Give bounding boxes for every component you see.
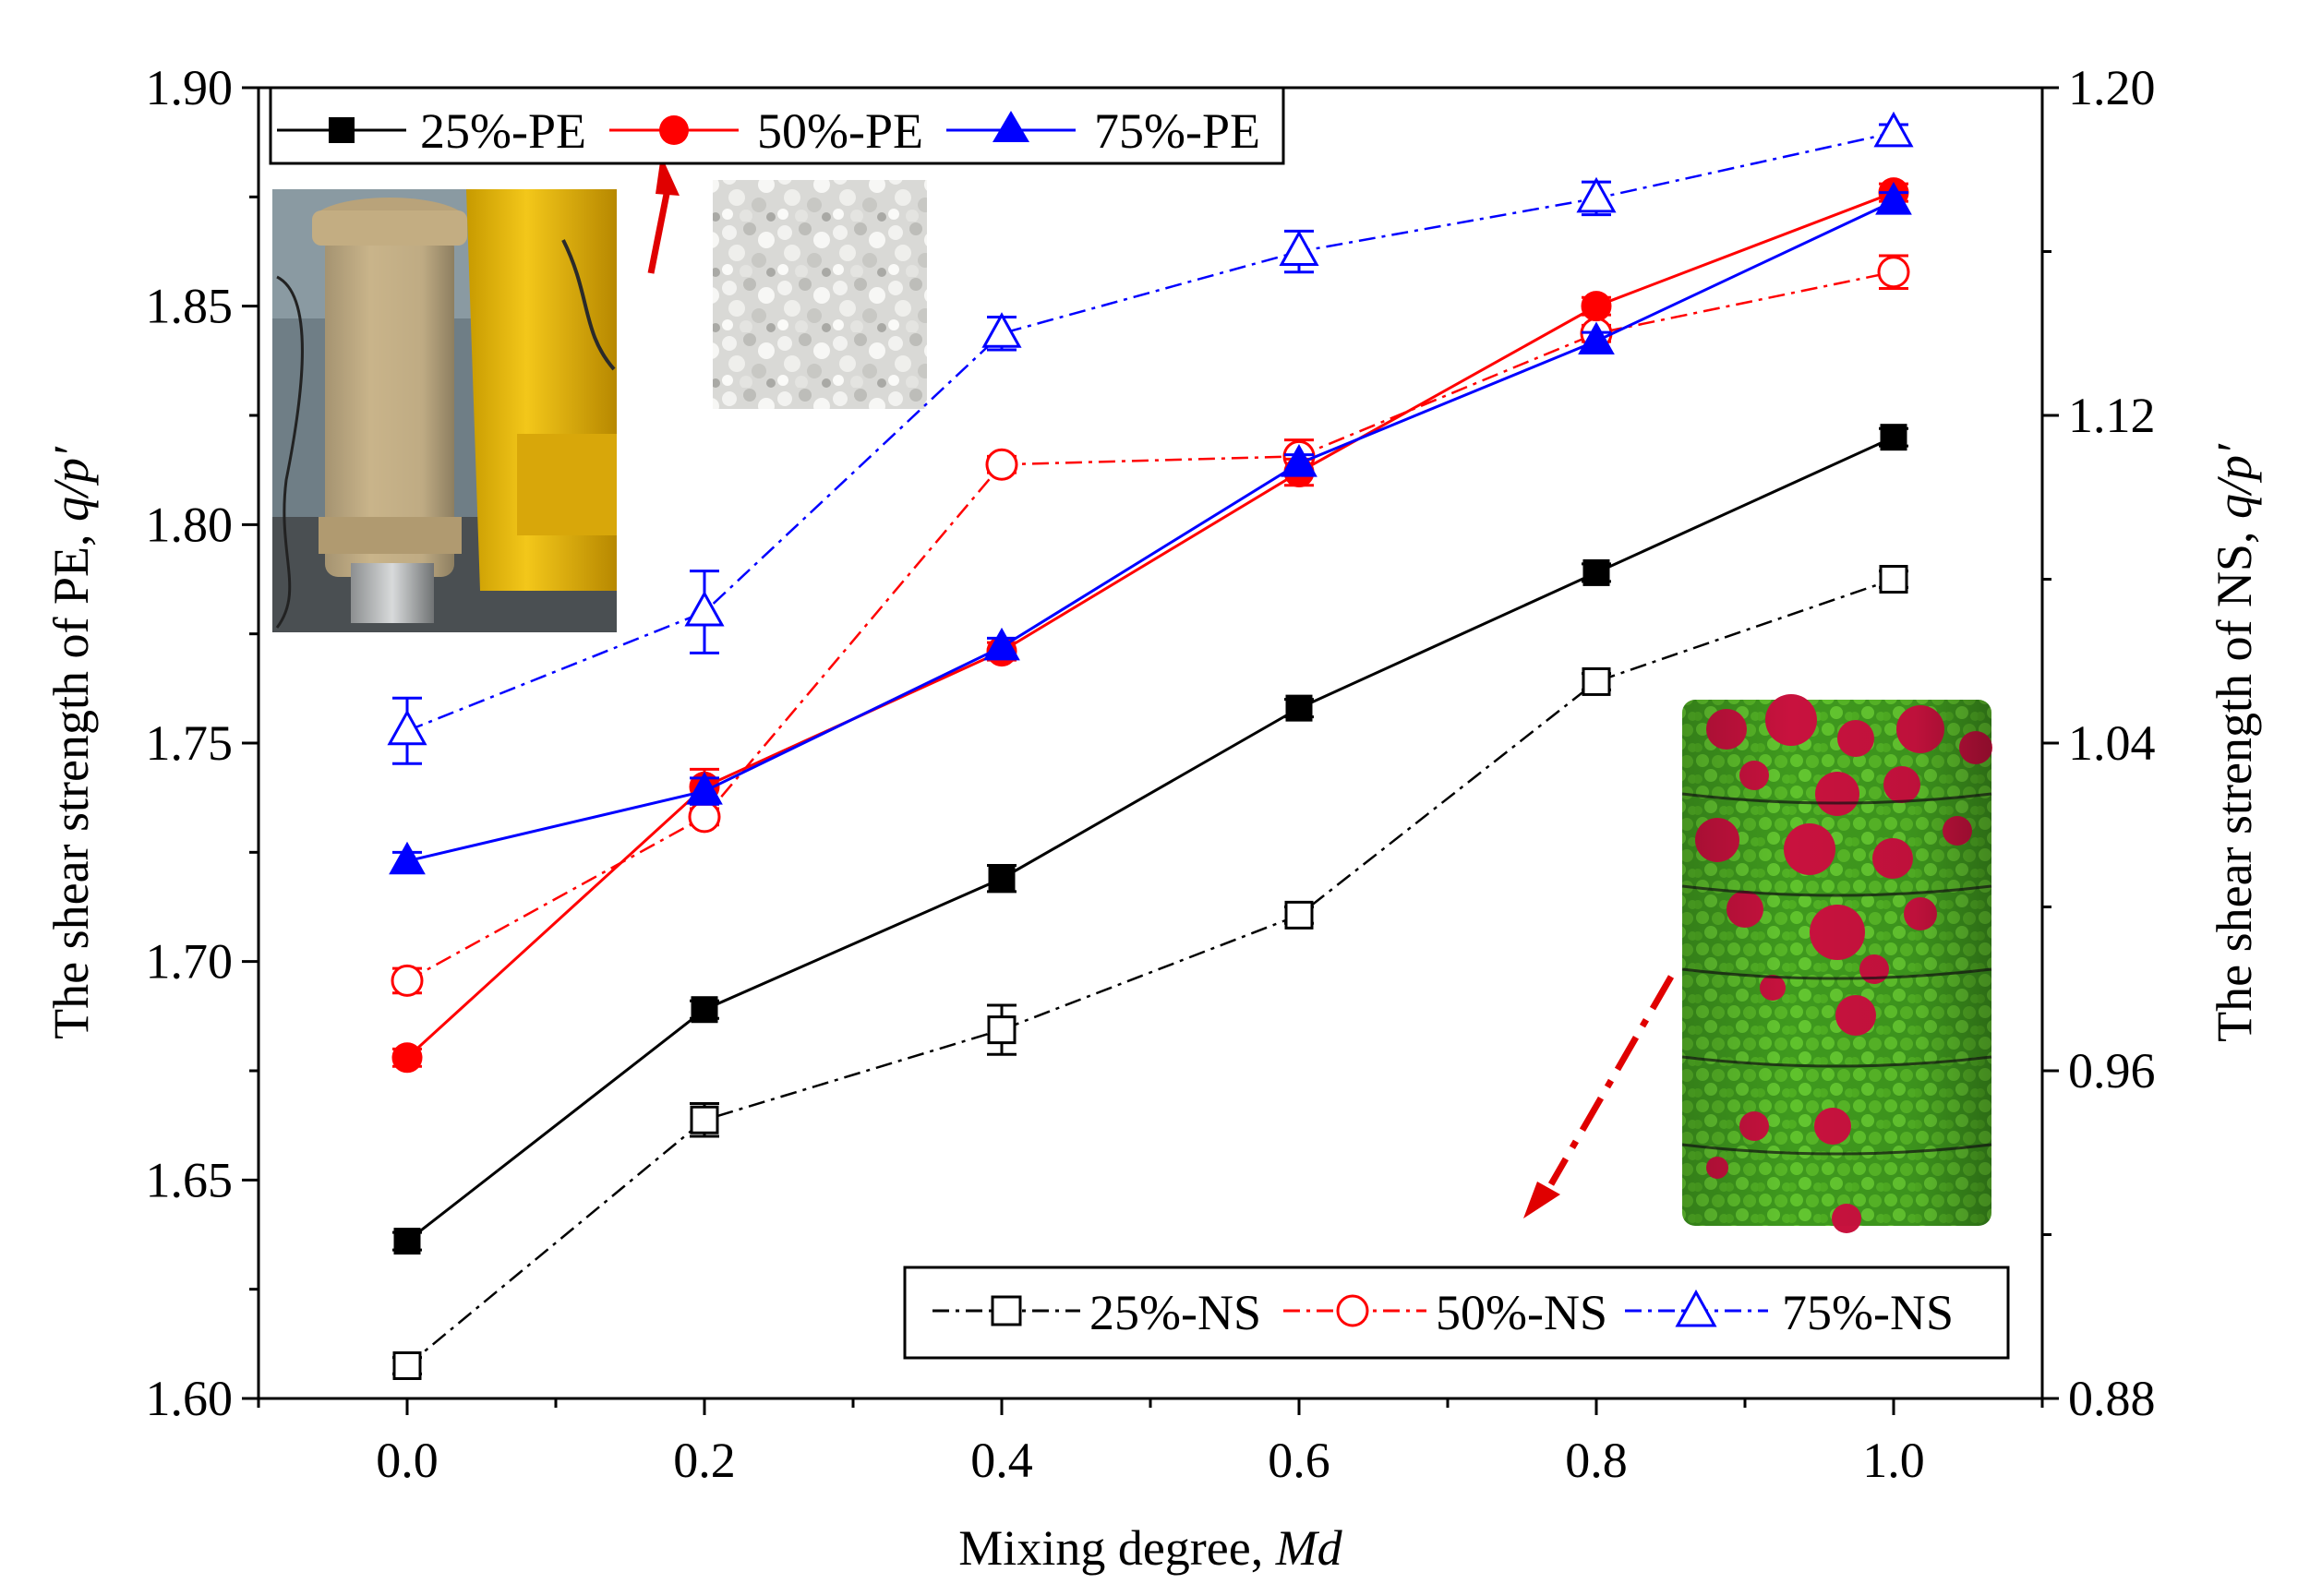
pe-50-point: [391, 1042, 423, 1074]
right-y-tick-label: 0.96: [2068, 1043, 2156, 1098]
arrow-to-legend: [647, 155, 680, 274]
right-y-tick-label: 1.12: [2068, 388, 2156, 443]
right-y-tick-label: 1.20: [2068, 60, 2156, 115]
pe-75-line: [406, 199, 1895, 863]
pe-75-point: [1875, 182, 1912, 215]
ns-25-point: [987, 1015, 1017, 1045]
ns-75-point: [981, 312, 1022, 348]
ns-25-point: [1284, 900, 1314, 930]
ns-50-series: [391, 254, 1910, 997]
ns-75-point: [387, 709, 427, 746]
right-y-tick-label: 0.88: [2068, 1371, 2156, 1426]
pe-75-point: [686, 772, 723, 805]
ns-75-point: [1873, 111, 1914, 148]
x-tick-label: 1.0: [1862, 1433, 1925, 1488]
svg-text:75%-NS: 75%-NS: [1782, 1285, 1954, 1340]
legend-item-75pe: 75%-PE: [946, 103, 1260, 159]
legend-item-75ns: 75%-NS: [1625, 1285, 1954, 1340]
ns-75-point: [684, 590, 725, 627]
pe-75-point: [1281, 444, 1317, 477]
series-layer: [387, 111, 1914, 1380]
pe-50-series: [391, 177, 1909, 1074]
legend-item-25pe: 25%-PE: [277, 103, 586, 159]
left-y-tick-label: 1.60: [146, 1371, 234, 1426]
x-tick-label: 0.8: [1565, 1433, 1628, 1488]
left-y-tick-label: 1.90: [146, 60, 234, 115]
svg-text:25%-NS: 25%-NS: [1089, 1285, 1261, 1340]
ns-25-point: [1879, 565, 1908, 594]
x-tick-label: 0.0: [376, 1433, 439, 1488]
ns-25-point: [392, 1351, 422, 1380]
pe-75-point: [1578, 321, 1615, 355]
ns-75-point: [1279, 230, 1319, 266]
left-y-tick-label: 1.65: [146, 1152, 234, 1207]
x-tick-label: 0.2: [673, 1433, 736, 1488]
pe-75-point: [983, 627, 1020, 661]
granular-photo: [713, 180, 927, 409]
ns-50-line: [406, 270, 1895, 982]
pe-25-line: [406, 436, 1895, 1242]
ns-50-point: [688, 800, 721, 834]
ns-25-point: [690, 1105, 719, 1134]
ns-75-point: [1576, 176, 1617, 213]
left-y-tick-label: 1.70: [146, 934, 234, 990]
ns-25-series: [392, 565, 1908, 1380]
pe-25-point: [691, 996, 718, 1024]
legend-item-50pe: 50%-PE: [609, 103, 923, 159]
left-y-tick-label: 1.75: [146, 715, 234, 771]
pe-25-series: [392, 424, 1908, 1255]
ns-25-point: [1582, 666, 1611, 696]
pe-50-point: [1581, 291, 1612, 322]
pe-75-series: [389, 182, 1912, 875]
x-axis-title: Mixing degree, Md: [958, 1520, 1342, 1576]
pe-75-point: [389, 841, 426, 875]
specimen-photo: [272, 189, 617, 632]
tick-labels: 0.0 0.2 0.4 0.6 0.8 1.0 1.60 1.65 1.70 1.75 1.80 1.…: [146, 60, 2156, 1488]
ns-75-line: [406, 131, 1895, 732]
dem-model: [1681, 694, 1992, 1233]
pe-25-point: [1285, 694, 1313, 722]
legend-ns: 25%-NS 50%-NS 75%-NS: [903, 1266, 2010, 1360]
pe-25-point: [988, 865, 1016, 893]
right-y-tick-label: 1.04: [2068, 715, 2156, 771]
left-y-tick-label: 1.80: [146, 497, 234, 552]
legend-item-50ns: 50%-NS: [1283, 1285, 1607, 1340]
svg-text:50%-PE: 50%-PE: [757, 103, 923, 159]
pe-25-point: [1880, 424, 1907, 451]
ns-75-series: [387, 111, 1914, 765]
legend-pe: 25%-PE 50%-PE 75%-PE: [269, 86, 1285, 165]
ns-50-point: [1877, 256, 1910, 289]
x-tick-label: 0.4: [970, 1433, 1033, 1488]
pe-25-point: [393, 1228, 421, 1255]
tick-marks: [242, 86, 2059, 1415]
right-axis-title: The shear strength of NS, q/p′: [2207, 443, 2262, 1042]
left-y-tick-label: 1.85: [146, 279, 234, 334]
arrow-to-ns-legend: [1523, 975, 1675, 1218]
pe-50-line: [405, 191, 1895, 1059]
svg-text:25%-PE: 25%-PE: [420, 103, 586, 159]
svg-text:50%-NS: 50%-NS: [1436, 1285, 1607, 1340]
pe-25-point: [1582, 558, 1610, 586]
ns-50-point: [985, 448, 1018, 481]
svg-text:75%-PE: 75%-PE: [1094, 103, 1260, 159]
x-tick-label: 0.6: [1268, 1433, 1330, 1488]
legend-item-25ns: 25%-NS: [932, 1285, 1261, 1340]
left-axis-title: The shear strength of PE, q/p′: [43, 446, 99, 1039]
ns-25-line: [406, 578, 1895, 1367]
ns-50-point: [391, 964, 424, 997]
